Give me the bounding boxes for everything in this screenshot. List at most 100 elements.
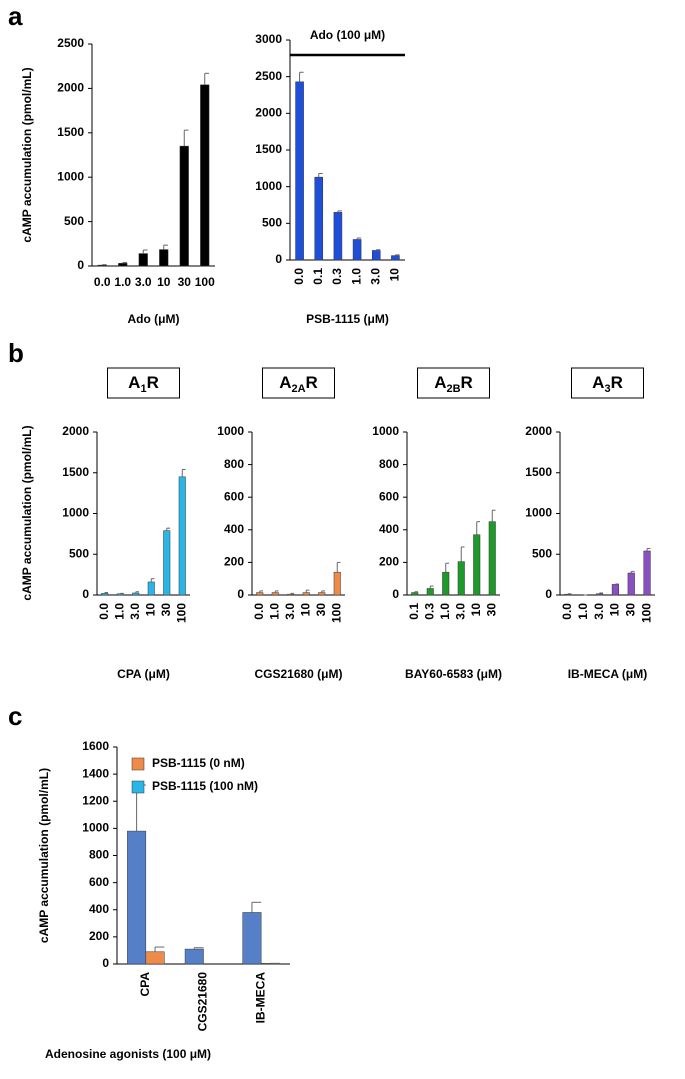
title-part: A xyxy=(434,373,446,392)
title-box xyxy=(417,367,490,399)
panel-letter: b xyxy=(8,338,24,368)
error-bar xyxy=(166,527,171,531)
error-bar xyxy=(104,592,109,594)
y-tick-label: 1500 xyxy=(525,465,552,479)
x-tick-label: 0.0 xyxy=(252,603,266,620)
bar xyxy=(442,571,450,596)
bar xyxy=(145,951,165,965)
x-axis-label: Ado (μM) xyxy=(128,312,180,326)
x-tick-label: 0.0 xyxy=(560,603,574,620)
y-tick-label: 1500 xyxy=(57,125,84,139)
bar xyxy=(611,584,619,596)
x-tick-label: 30 xyxy=(484,603,498,617)
bar xyxy=(118,263,128,267)
x-tick-label: 0.3 xyxy=(330,268,344,285)
x-tick-label: 10 xyxy=(298,603,312,617)
y-tick-label: 0 xyxy=(545,587,552,601)
error-bar xyxy=(321,590,326,593)
error-bar xyxy=(336,561,341,573)
x-tick-label: 3.0 xyxy=(368,268,382,285)
title-part: R xyxy=(147,373,159,392)
bar xyxy=(242,912,262,965)
error-bar xyxy=(646,548,651,551)
y-tick-label: 1000 xyxy=(372,424,399,438)
title-box xyxy=(262,367,335,399)
annotation: Ado (100 μM) xyxy=(310,28,385,42)
bar xyxy=(627,572,635,596)
x-tick-label: 30 xyxy=(623,603,637,617)
error-bar xyxy=(181,468,186,477)
y-tick-label: 600 xyxy=(224,489,244,503)
x-tick-label: 0.0 xyxy=(97,603,111,620)
x-axis-label: CGS21680 (μM) xyxy=(254,667,342,681)
bar xyxy=(163,530,171,596)
chart-title: A3R xyxy=(592,373,623,394)
bar xyxy=(200,84,210,267)
y-tick-label: 400 xyxy=(379,522,399,536)
y-tick-label: 1500 xyxy=(62,465,89,479)
error-bar xyxy=(445,562,450,573)
title-part: 3 xyxy=(604,383,610,395)
x-tick-label: 1.0 xyxy=(576,603,590,620)
y-tick-label: 2500 xyxy=(57,36,84,50)
bar xyxy=(295,81,304,261)
title-part: R xyxy=(461,373,473,392)
bar xyxy=(287,593,295,596)
title-part: 2A xyxy=(291,383,305,395)
bar xyxy=(333,571,341,596)
error-bar xyxy=(414,591,419,593)
bar xyxy=(352,239,362,261)
bar xyxy=(596,593,604,596)
y-tick-label: 2500 xyxy=(255,69,282,83)
y-tick-label: 400 xyxy=(89,902,109,916)
x-tick-label: 0.3 xyxy=(422,603,436,620)
y-tick-label: 0 xyxy=(237,587,244,601)
error-bar xyxy=(163,244,169,250)
error-bar xyxy=(476,521,481,535)
y-tick-label: 500 xyxy=(532,546,552,560)
x-tick-label: IB-MECA xyxy=(253,972,267,1024)
y-tick-label: 800 xyxy=(89,848,109,862)
x-axis-label: Adenosine agonists (100 μM) xyxy=(45,1047,211,1061)
bar xyxy=(97,264,107,267)
error-bar xyxy=(429,585,434,589)
error-bar xyxy=(599,592,603,594)
y-axis-label: cAMP accumulation (pmol/mL) xyxy=(37,768,51,943)
chart-title: A2AR xyxy=(279,373,318,394)
x-tick-label: 3.0 xyxy=(283,603,297,620)
error-bar xyxy=(299,71,304,82)
error-bar xyxy=(150,578,155,582)
bar xyxy=(314,176,324,261)
bar xyxy=(178,476,186,596)
x-tick-label: 0.1 xyxy=(407,603,421,620)
y-tick-label: 600 xyxy=(379,489,399,503)
y-tick-label: 1000 xyxy=(82,821,109,835)
y-tick-label: 3000 xyxy=(255,32,282,46)
error-bar xyxy=(183,129,189,147)
bar xyxy=(488,521,496,596)
error-bar xyxy=(135,591,140,593)
x-tick-label: 1.0 xyxy=(349,268,363,285)
x-tick-label: 0.1 xyxy=(311,268,325,285)
x-tick-label: 100 xyxy=(639,603,653,623)
bar xyxy=(457,561,465,596)
bar xyxy=(564,593,572,596)
title-part: A xyxy=(128,373,140,392)
title-part: A xyxy=(592,373,604,392)
y-tick-label: 0 xyxy=(275,252,282,266)
title-part: R xyxy=(306,373,318,392)
x-tick-label: 1.0 xyxy=(112,603,126,620)
error-bar xyxy=(318,172,323,178)
title-part: A xyxy=(279,373,291,392)
bar xyxy=(318,592,326,596)
panel-letter: a xyxy=(8,1,23,31)
x-tick-label: 1.0 xyxy=(438,603,452,620)
y-tick-label: 1500 xyxy=(255,142,282,156)
y-tick-label: 1000 xyxy=(255,179,282,193)
y-tick-label: 2000 xyxy=(57,81,84,95)
title-box xyxy=(571,367,644,399)
y-tick-label: 0 xyxy=(392,587,399,601)
bar xyxy=(116,593,124,596)
y-tick-label: 600 xyxy=(89,875,109,889)
